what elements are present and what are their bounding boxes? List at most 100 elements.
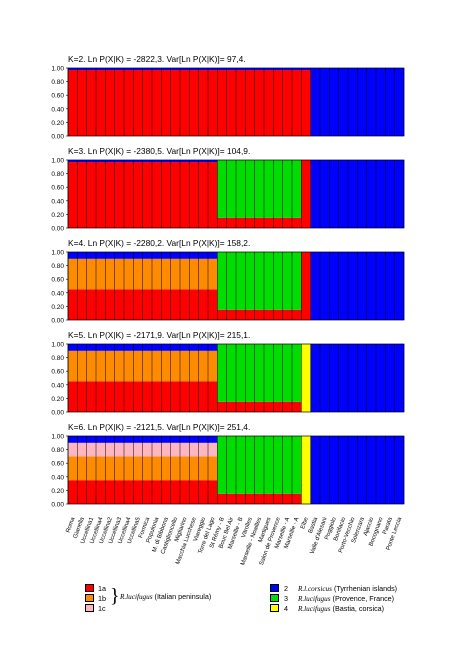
bar-segment-2 bbox=[133, 436, 143, 443]
legend-swatch-1a bbox=[85, 584, 94, 592]
bar-segment-2 bbox=[189, 344, 199, 351]
bar-segment-1a bbox=[68, 289, 78, 320]
bar-segment-3 bbox=[273, 344, 283, 402]
bar-segment-1b bbox=[68, 350, 78, 382]
bar-segment-1a bbox=[273, 217, 283, 228]
bar-segment-1a bbox=[105, 381, 115, 412]
bar-segment-2 bbox=[170, 252, 181, 259]
bar-segment-2 bbox=[86, 68, 97, 71]
bar-segment-2 bbox=[124, 252, 134, 259]
bar-segment-2 bbox=[105, 436, 115, 443]
bar-segment-1a bbox=[301, 70, 311, 136]
panel-k5: K=5. Ln P(X|K) = -2171,9. Var[Ln P(X|K)]… bbox=[0, 330, 474, 422]
bar-segment-1a bbox=[152, 162, 162, 228]
bar-segment-2 bbox=[86, 344, 97, 351]
bar-segment-1c bbox=[208, 442, 218, 457]
bar-segment-1a bbox=[226, 401, 237, 412]
bar-segment-1a bbox=[292, 401, 302, 412]
bar-segment-1c bbox=[161, 442, 171, 457]
bar-segment-1a bbox=[254, 493, 265, 504]
bar-segment-1b bbox=[142, 258, 153, 290]
bar-segment-3 bbox=[236, 344, 246, 402]
bar-segment-1b bbox=[114, 350, 125, 382]
panel-k4: K=4. Ln P(X|K) = -2280,2. Var[Ln P(X|K)]… bbox=[0, 238, 474, 330]
y-tick-label: 0.00 bbox=[51, 502, 64, 509]
panel-k2: K=2. Ln P(X|K) = -2822,3. Var[Ln P(X|K)]… bbox=[0, 54, 474, 146]
bar-segment-3 bbox=[217, 252, 227, 310]
bar-segment-1b bbox=[96, 350, 106, 382]
bar-segment-2 bbox=[338, 344, 349, 412]
bar-segment-1b bbox=[180, 350, 190, 382]
bar-segment-2 bbox=[385, 252, 395, 320]
bar-segment-2 bbox=[161, 436, 171, 443]
bar-segment-2 bbox=[366, 68, 377, 136]
bar-segment-2 bbox=[105, 344, 115, 351]
bar-segment-1b bbox=[86, 350, 97, 382]
bar-segment-1a bbox=[198, 162, 209, 228]
plot-frame bbox=[67, 343, 405, 413]
bar-segment-1b bbox=[152, 350, 162, 382]
bar-segment-1a bbox=[133, 289, 143, 320]
bar-segment-2 bbox=[310, 252, 321, 320]
bar-segment-1c bbox=[77, 442, 87, 457]
bar-segment-3 bbox=[292, 160, 302, 218]
bar-segment-2 bbox=[86, 160, 97, 163]
panel-title: K=3. Ln P(X|K) = -2380,5. Var[Ln P(X|K)]… bbox=[68, 146, 251, 156]
y-tick-label: 0.20 bbox=[51, 488, 64, 495]
bar-segment-2 bbox=[320, 436, 330, 504]
bar-segment-2 bbox=[366, 436, 377, 504]
bar-segment-2 bbox=[208, 160, 218, 163]
bar-segment-2 bbox=[338, 436, 349, 504]
bar-segment-2 bbox=[96, 68, 106, 71]
bar-segment-2 bbox=[348, 160, 358, 228]
bar-segment-1b bbox=[68, 456, 78, 481]
bar-segment-3 bbox=[254, 436, 265, 494]
population-label: Elbe bbox=[300, 516, 310, 530]
bar-segment-1a bbox=[152, 381, 162, 412]
bar-segment-2 bbox=[142, 160, 153, 163]
y-tick-label: 1.00 bbox=[51, 250, 64, 257]
bar-segment-2 bbox=[96, 344, 106, 351]
bar-segment-1c bbox=[198, 442, 209, 457]
bar-segment-2 bbox=[180, 436, 190, 443]
bar-segment-2 bbox=[152, 160, 162, 163]
plot-frame bbox=[67, 435, 405, 505]
bar-segment-2 bbox=[68, 68, 78, 71]
bar-segment-2 bbox=[338, 160, 349, 228]
legend-region: (Bastia, corsica) bbox=[332, 604, 385, 613]
bar-segment-1a bbox=[217, 401, 227, 412]
panel-title: K=5. Ln P(X|K) = -2171,9. Var[Ln P(X|K)]… bbox=[68, 330, 251, 340]
bar-segment-2 bbox=[133, 68, 143, 71]
bar-segment-2 bbox=[189, 160, 199, 163]
bar-segment-2 bbox=[96, 436, 106, 443]
legend-label-1a: 1a bbox=[98, 584, 106, 593]
bar-segment-3 bbox=[254, 160, 265, 218]
bar-segment-3 bbox=[273, 252, 283, 310]
bar-segment-2 bbox=[105, 68, 115, 71]
legend-swatch-3 bbox=[270, 594, 279, 602]
bar-segment-3 bbox=[226, 252, 237, 310]
bar-segment-1b bbox=[170, 350, 181, 382]
bar-segment-1b bbox=[105, 456, 115, 481]
bar-segment-3 bbox=[282, 252, 293, 310]
y-tick-label: 0.80 bbox=[51, 79, 64, 86]
bar-segment-1c bbox=[152, 442, 162, 457]
bar-segment-1a bbox=[170, 480, 181, 504]
bar-segment-2 bbox=[385, 68, 395, 136]
bar-segment-2 bbox=[329, 436, 339, 504]
y-tick-label: 0.20 bbox=[51, 212, 64, 219]
bar-segment-2 bbox=[348, 436, 358, 504]
bar-segment-1b bbox=[96, 456, 106, 481]
bar-segment-2 bbox=[254, 68, 265, 71]
bar-segment-3 bbox=[282, 436, 293, 494]
bar-segment-1a bbox=[180, 480, 190, 504]
y-tick-label: 0.60 bbox=[51, 93, 64, 100]
y-tick-label: 0.40 bbox=[51, 474, 64, 481]
bar-segment-1c bbox=[124, 442, 134, 457]
bar-segment-1a bbox=[189, 162, 199, 228]
bar-segment-1b bbox=[124, 350, 134, 382]
bar-segment-1a bbox=[133, 480, 143, 504]
bar-segment-2 bbox=[170, 160, 181, 163]
bar-segment-2 bbox=[320, 252, 330, 320]
bar-segment-1c bbox=[86, 442, 97, 457]
